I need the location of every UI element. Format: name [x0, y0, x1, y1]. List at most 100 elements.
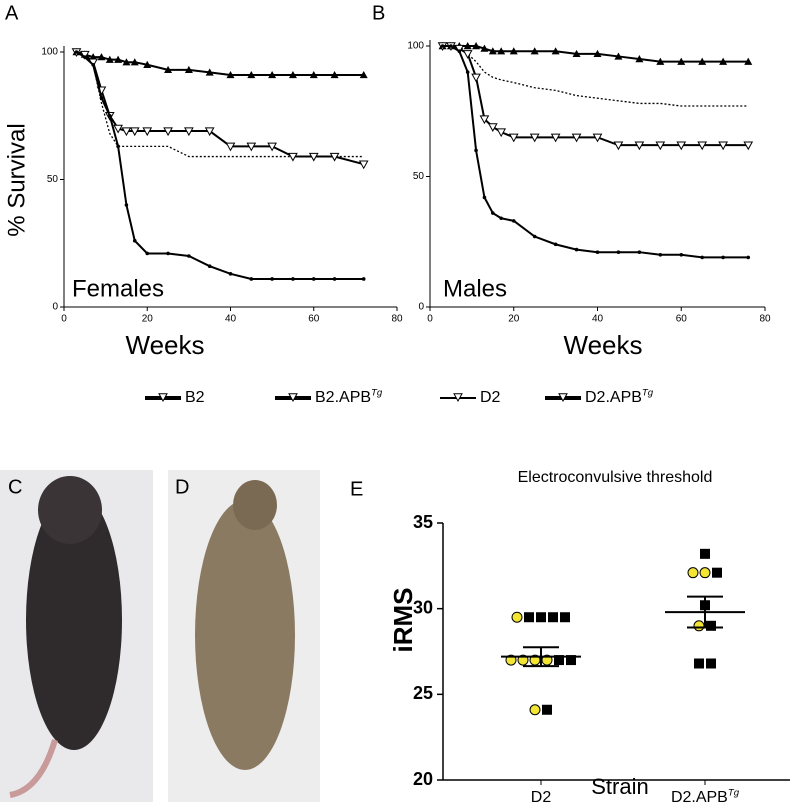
data-point	[511, 611, 523, 623]
data-point	[693, 620, 705, 632]
marker	[614, 52, 623, 60]
y-tick-label: 0	[418, 302, 424, 313]
x-tick-label: D2	[531, 789, 552, 802]
y-tick-label: 25	[413, 683, 433, 703]
marker	[721, 255, 725, 260]
marker	[207, 264, 212, 269]
marker	[132, 238, 137, 243]
marker	[472, 42, 481, 50]
legend-label-main: B2.APB	[315, 389, 371, 406]
x-tick-label-main: D2	[531, 789, 552, 802]
marker	[453, 393, 463, 403]
marker	[246, 142, 257, 152]
marker	[553, 242, 558, 247]
marker	[124, 203, 129, 207]
marker	[457, 49, 462, 54]
data-point	[524, 612, 534, 623]
marker	[187, 254, 191, 258]
panel-label: E	[350, 478, 363, 500]
marker	[143, 60, 152, 68]
marker	[744, 57, 753, 65]
data-point	[548, 612, 558, 623]
marker	[530, 47, 539, 55]
marker	[529, 133, 540, 143]
legend-label-main: D2	[480, 389, 501, 406]
x-tick-label: 20	[508, 314, 520, 325]
marker	[184, 127, 194, 137]
marker	[480, 44, 489, 52]
marker	[637, 250, 642, 254]
marker	[359, 70, 368, 79]
photo-c	[0, 470, 153, 802]
mouse-head	[233, 480, 277, 530]
marker	[479, 115, 490, 125]
legend-label-superscript: Tg	[371, 387, 383, 398]
marker	[550, 133, 561, 143]
survival-line	[442, 45, 749, 259]
data-point	[560, 612, 570, 623]
survival-line	[76, 51, 364, 158]
x-tick-label: 80	[759, 314, 771, 325]
marker	[592, 133, 603, 143]
data-point	[687, 567, 699, 579]
x-tick-label: 80	[391, 314, 403, 325]
y-axis-label: iRMS	[388, 588, 418, 653]
survival-line	[442, 45, 749, 147]
marker	[595, 250, 600, 254]
legend-label-main: D2.APB	[585, 389, 642, 406]
marker	[572, 49, 581, 58]
marker	[99, 96, 104, 100]
marker	[288, 152, 298, 162]
y-tick-label: 0	[52, 302, 58, 313]
mouse-head	[38, 476, 102, 544]
marker	[332, 277, 337, 281]
marker	[130, 58, 139, 66]
panel-label: B	[372, 2, 385, 24]
x-tick-label: D2.APBTg	[671, 787, 740, 802]
data-point	[566, 655, 576, 666]
marker	[551, 47, 560, 55]
marker	[449, 44, 453, 48]
y-axis-label: % Survival	[3, 123, 30, 236]
marker	[488, 47, 497, 55]
annotation: Females	[72, 275, 164, 302]
marker	[83, 55, 87, 59]
mouse-tail	[9, 739, 58, 798]
y-tick-label: 100	[407, 41, 424, 52]
marker	[496, 128, 507, 138]
photo-d	[168, 470, 320, 802]
data-point	[706, 620, 716, 631]
marker	[509, 47, 518, 55]
marker	[249, 277, 254, 281]
marker	[166, 251, 170, 256]
marker	[268, 70, 277, 79]
marker	[309, 70, 318, 79]
marker	[74, 50, 79, 54]
chart-title: Electroconvulsive threshold	[518, 469, 713, 486]
marker	[676, 141, 687, 151]
marker	[105, 55, 114, 63]
marker	[634, 141, 645, 151]
marker	[487, 123, 498, 132]
marker	[267, 142, 277, 152]
marker	[532, 234, 537, 239]
marker	[288, 70, 297, 79]
marker	[474, 148, 478, 153]
marker	[291, 277, 295, 281]
legend-label: D2	[480, 389, 501, 406]
marker	[465, 70, 470, 74]
marker	[471, 73, 481, 83]
data-point	[694, 658, 704, 669]
marker	[226, 70, 235, 79]
marker	[91, 62, 95, 67]
marker	[698, 57, 707, 65]
x-tick-label: 20	[142, 314, 154, 325]
y-tick-label: 100	[41, 47, 58, 58]
legend-label: B2.APBTg	[315, 387, 383, 406]
marker	[574, 247, 579, 252]
marker	[746, 255, 751, 260]
y-tick-label: 50	[413, 171, 425, 182]
error-bar	[687, 595, 723, 629]
